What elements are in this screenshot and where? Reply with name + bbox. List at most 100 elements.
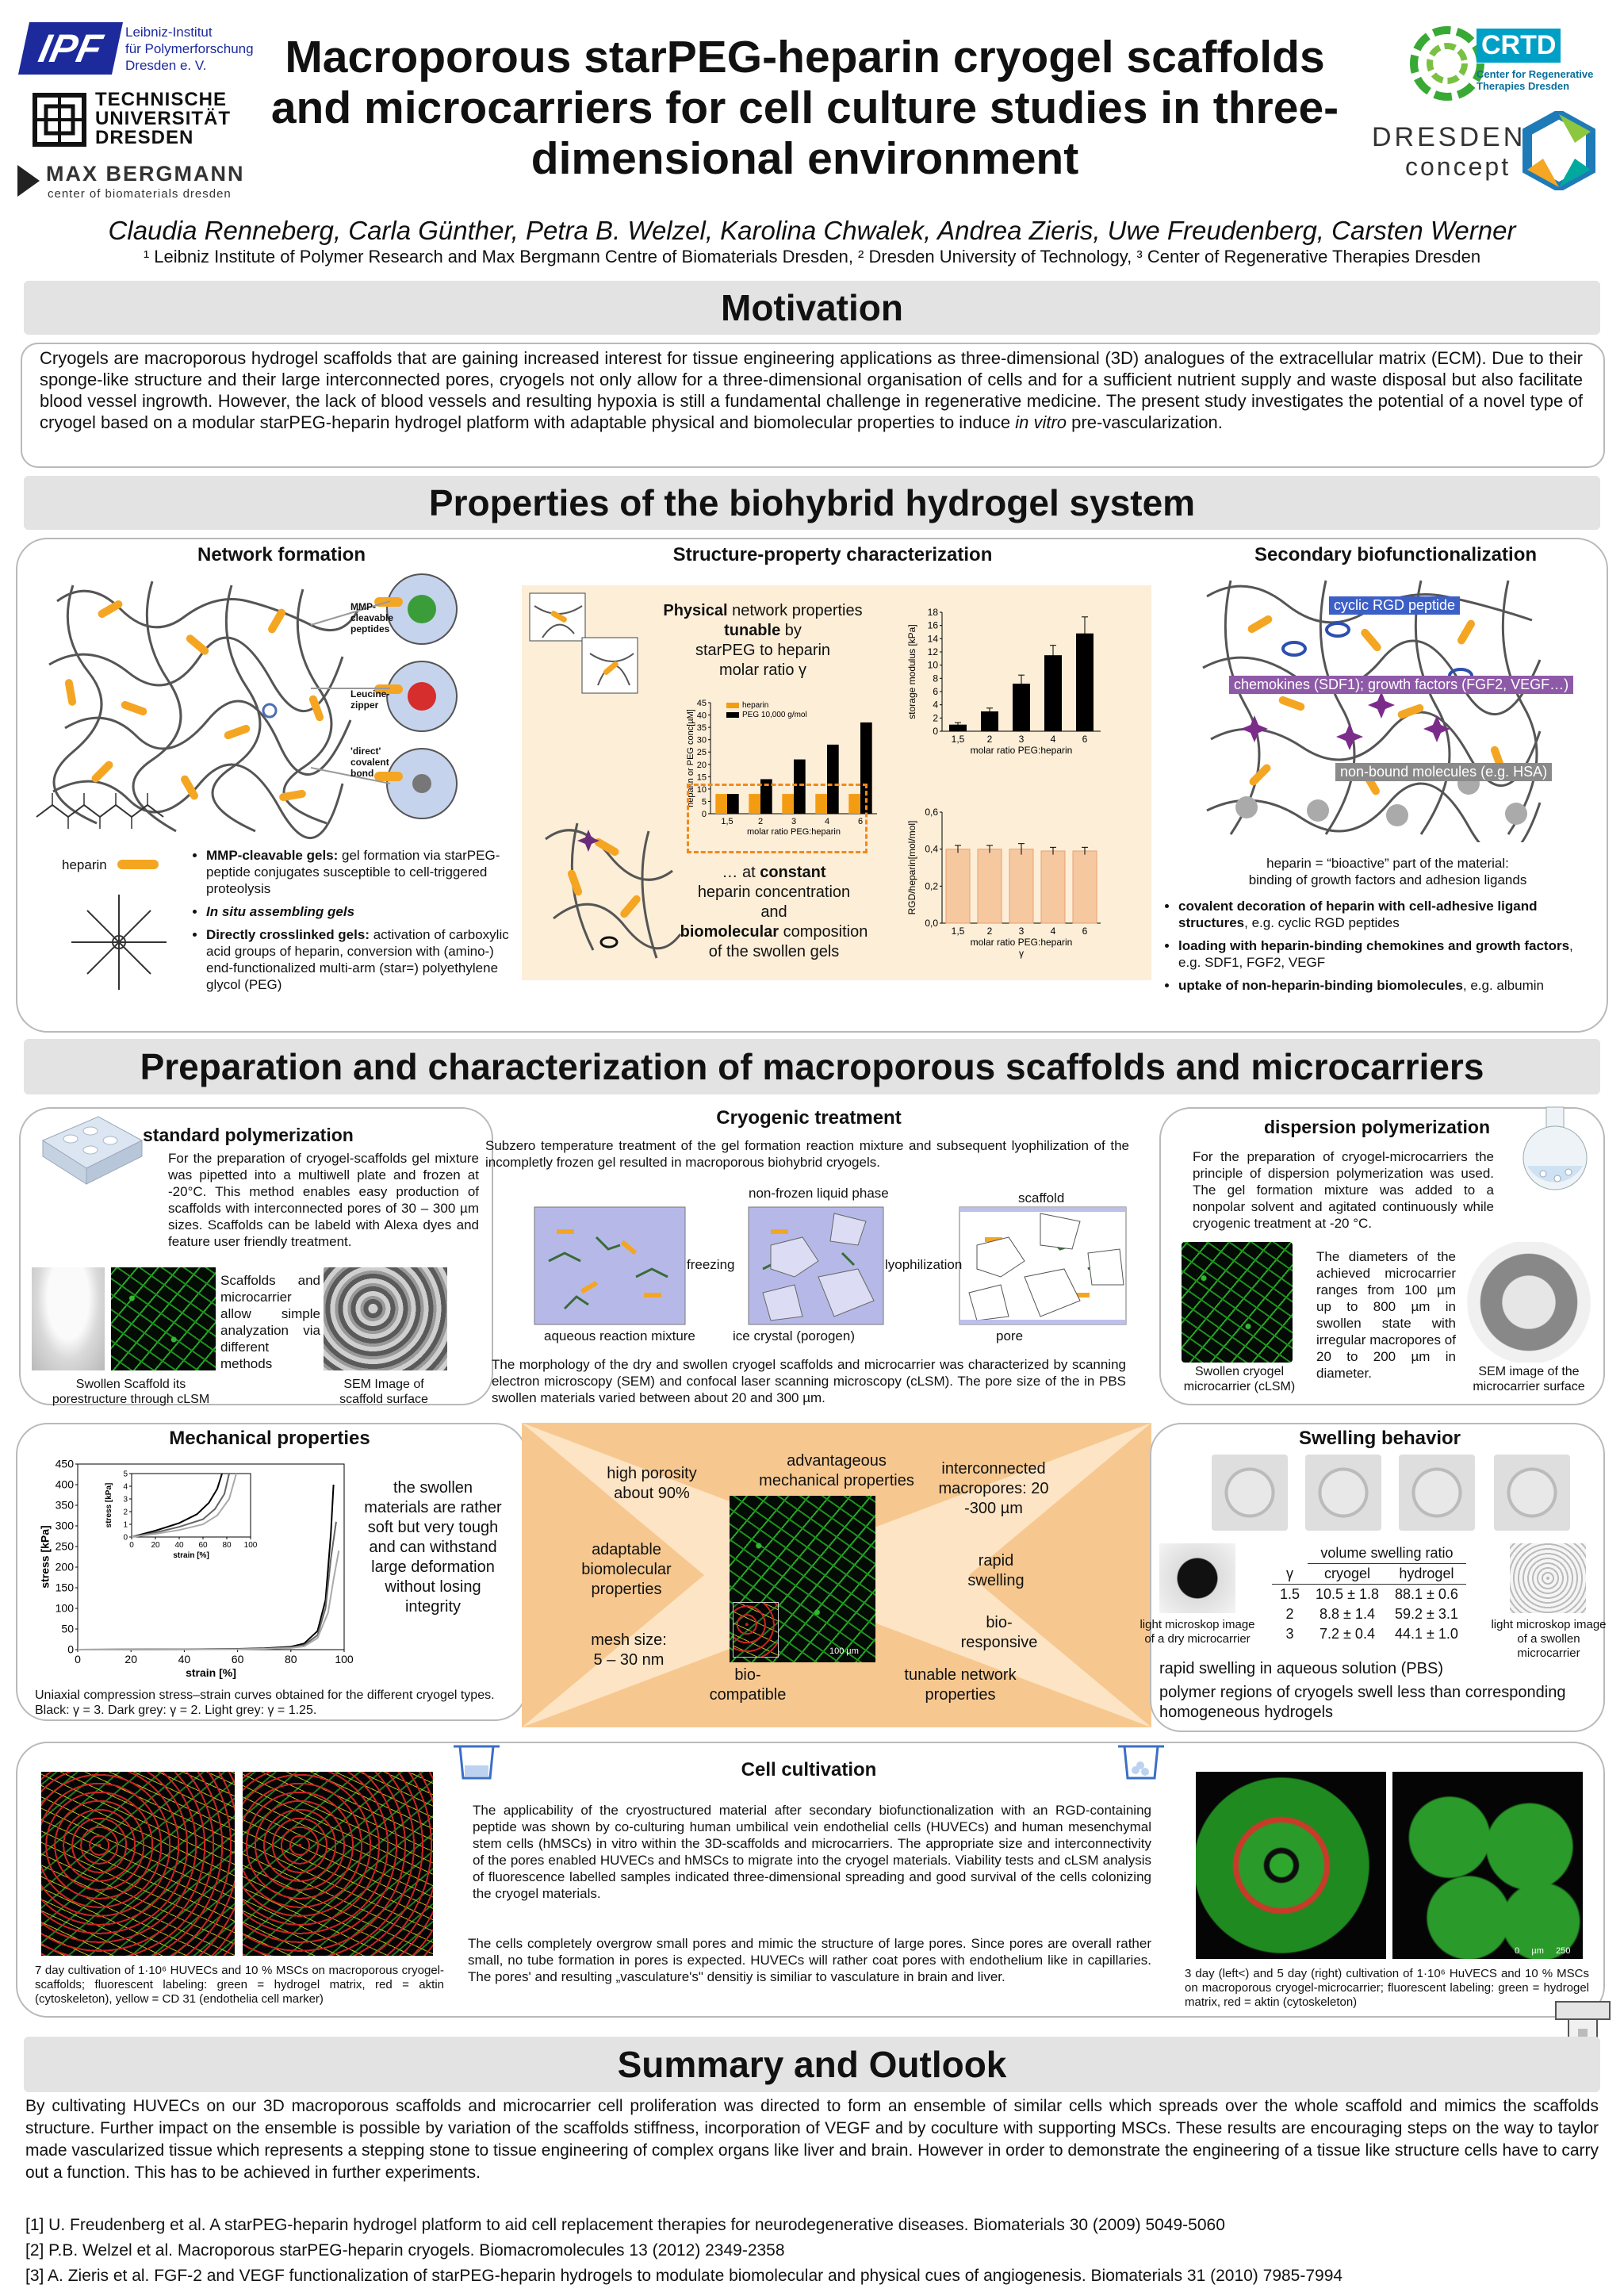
y-tick-label: 8	[933, 673, 938, 684]
y-tick-label: 0	[933, 726, 938, 737]
properties-banner: Properties of the biohybrid hydrogel sys…	[24, 476, 1600, 530]
inset-x-tick-label: 60	[198, 1541, 208, 1550]
cryo-diagram	[534, 1206, 1127, 1325]
x-tick-label: 6	[1082, 926, 1088, 937]
physical-text: Physical network properties tunable by s…	[663, 602, 863, 679]
cell-text-2: The cells completely overgrow small pore…	[468, 1936, 1151, 1984]
inset-y-tick-label: 4	[123, 1482, 128, 1491]
round-flask-icon	[1522, 1106, 1588, 1190]
dispersion-text: For the preparation of cryogel-microcarr…	[1193, 1149, 1494, 1231]
stress-strain-chart: 0 20 40 60 80 100050100150200250300350400450s…	[39, 1458, 354, 1679]
mb-line1: MAX BERGMANN	[46, 162, 245, 186]
swelling-title: Swelling behavior	[1298, 1428, 1461, 1449]
scaffold-sem-image	[324, 1267, 447, 1370]
bar	[848, 794, 860, 814]
main-y-tick-label: 50	[61, 1623, 74, 1635]
dispersion-caption-1: Swollen cryogel microcarrier (cLSM)	[1183, 1365, 1296, 1393]
x-tick-label: 1,5	[721, 817, 733, 826]
standard-caption-2: SEM Image of scaffold surface	[339, 1378, 428, 1406]
x-tick-label: 3	[1019, 926, 1025, 937]
bar	[715, 794, 727, 814]
network-title: Network formation	[197, 544, 366, 565]
cryo-label-aqueous: aqueous reaction mixture	[544, 1328, 695, 1343]
x-tick-label: 3	[791, 817, 796, 826]
main-y-tick-label: 450	[56, 1458, 75, 1470]
y-tick-label: 0,2	[925, 880, 938, 891]
inset-y-tick-label: 0	[123, 1533, 128, 1542]
y-tick-label: 40	[697, 711, 707, 721]
scaffold-clsm-image	[111, 1267, 216, 1370]
x-tick-label: 4	[1051, 926, 1056, 937]
standard-title: standard polymerization	[143, 1125, 354, 1145]
inset-series-line	[131, 1473, 223, 1538]
preparation-banner: Preparation and characterization of macr…	[24, 1039, 1600, 1094]
x-tick-label: 3	[1019, 734, 1025, 745]
secondary-title: Secondary biofunctionalization	[1254, 544, 1538, 565]
secondary-bullet-3: uptake of non-heparin-binding biomolecul…	[1178, 977, 1580, 994]
swelling-note-2: polymer regions of cryogels swell less t…	[1159, 1684, 1566, 1721]
tud-logo: TECHNISCHE UNIVERSITÄT DRESDEN	[32, 89, 270, 152]
bar	[782, 794, 794, 814]
constant-text: … at constant heparin concentration and …	[680, 864, 868, 960]
affiliations: ¹ Leibniz Institute of Polymer Research …	[143, 247, 1481, 266]
star-peg-structure	[71, 895, 167, 990]
main-y-tick-label: 400	[56, 1478, 75, 1491]
poster-title: Macroporous starPEG-heparin cryogel scaf…	[262, 32, 1348, 184]
bar	[1013, 684, 1030, 731]
main-y-tick-label: 150	[56, 1581, 75, 1594]
main-y-tick-label: 0	[67, 1643, 74, 1656]
secondary-diagram	[1202, 580, 1542, 842]
bar	[794, 759, 806, 814]
mechanical-side-text: the swollen materials are rather soft bu…	[364, 1479, 502, 1616]
microcarrier-clsm-image	[1182, 1242, 1293, 1363]
y-tick-label: 15	[697, 772, 707, 782]
reference-1: [1] U. Freudenberg et al. A starPEG-hepa…	[25, 2216, 1225, 2234]
reference-2: [2] P.B. Welzel et al. Macroporous starP…	[25, 2241, 785, 2260]
standard-text: For the preparation of cryogel-scaffolds…	[168, 1151, 479, 1249]
x-tick-label: 2	[758, 817, 763, 826]
inset-x-axis-label: strain [%]	[173, 1551, 209, 1560]
inset-x-tick-label: 80	[222, 1541, 232, 1550]
inset-y-tick-label: 1	[123, 1520, 128, 1529]
main-x-tick-label: 20	[124, 1653, 137, 1665]
cryo-label-nonfrozen: non-frozen liquid phase	[749, 1186, 889, 1201]
swelling-step-2	[1305, 1455, 1381, 1531]
tud-line1: TECHNISCHE	[95, 89, 228, 110]
y-tick-label: 45	[697, 699, 707, 708]
bar	[981, 711, 998, 731]
inset-series-line	[131, 1473, 237, 1538]
main-x-tick-label: 100	[335, 1653, 354, 1665]
x-tick-label: 4	[825, 817, 829, 826]
multiwell-plate-icon	[41, 1116, 144, 1185]
summary-banner: Summary and Outlook	[24, 2037, 1600, 2092]
inset-y-axis-label: stress [kPa]	[105, 1483, 113, 1528]
y-tick-label: 5	[702, 797, 707, 807]
dc-line1: DRESDEN	[1372, 122, 1526, 152]
y-tick-label: 10	[928, 660, 939, 671]
bar	[1072, 850, 1097, 924]
ipf-line3: Dresden e. V.	[125, 58, 207, 73]
authors: Claudia Renneberg, Carla Günther, Petra …	[108, 216, 1516, 245]
dispersion-caption-2: SEM image of the microcarrier surface	[1473, 1365, 1585, 1393]
x-tick-label: 6	[858, 817, 863, 826]
title-line1: Macroporous starPEG-heparin cryogel scaf…	[285, 32, 1325, 82]
dispersion-title: dispersion polymerization	[1264, 1117, 1490, 1137]
bar	[945, 849, 971, 924]
main-y-tick-label: 350	[56, 1499, 75, 1512]
bar	[815, 794, 827, 814]
chemical-structure	[36, 793, 164, 829]
x-tick-label: 6	[1082, 734, 1088, 745]
bar	[827, 744, 839, 814]
main-y-tick-label: 250	[56, 1540, 75, 1553]
tud-emblem-icon	[33, 93, 86, 147]
swelling-col-cryogel: cryogel	[1323, 1566, 1371, 1581]
main-x-tick-label: 0	[75, 1653, 81, 1665]
bar	[1009, 849, 1034, 924]
prop-rapid-swelling: rapid swelling	[967, 1552, 1025, 1589]
scaffold-photo	[32, 1267, 105, 1370]
prop-mesh-size: mesh size: 5 – 30 nm	[591, 1631, 667, 1669]
legend-swatch	[726, 703, 739, 708]
microcarrier-culture-image-1	[1196, 1772, 1386, 1959]
network-bullet-1: MMP-cleavable gels: gel formation via st…	[206, 847, 520, 897]
